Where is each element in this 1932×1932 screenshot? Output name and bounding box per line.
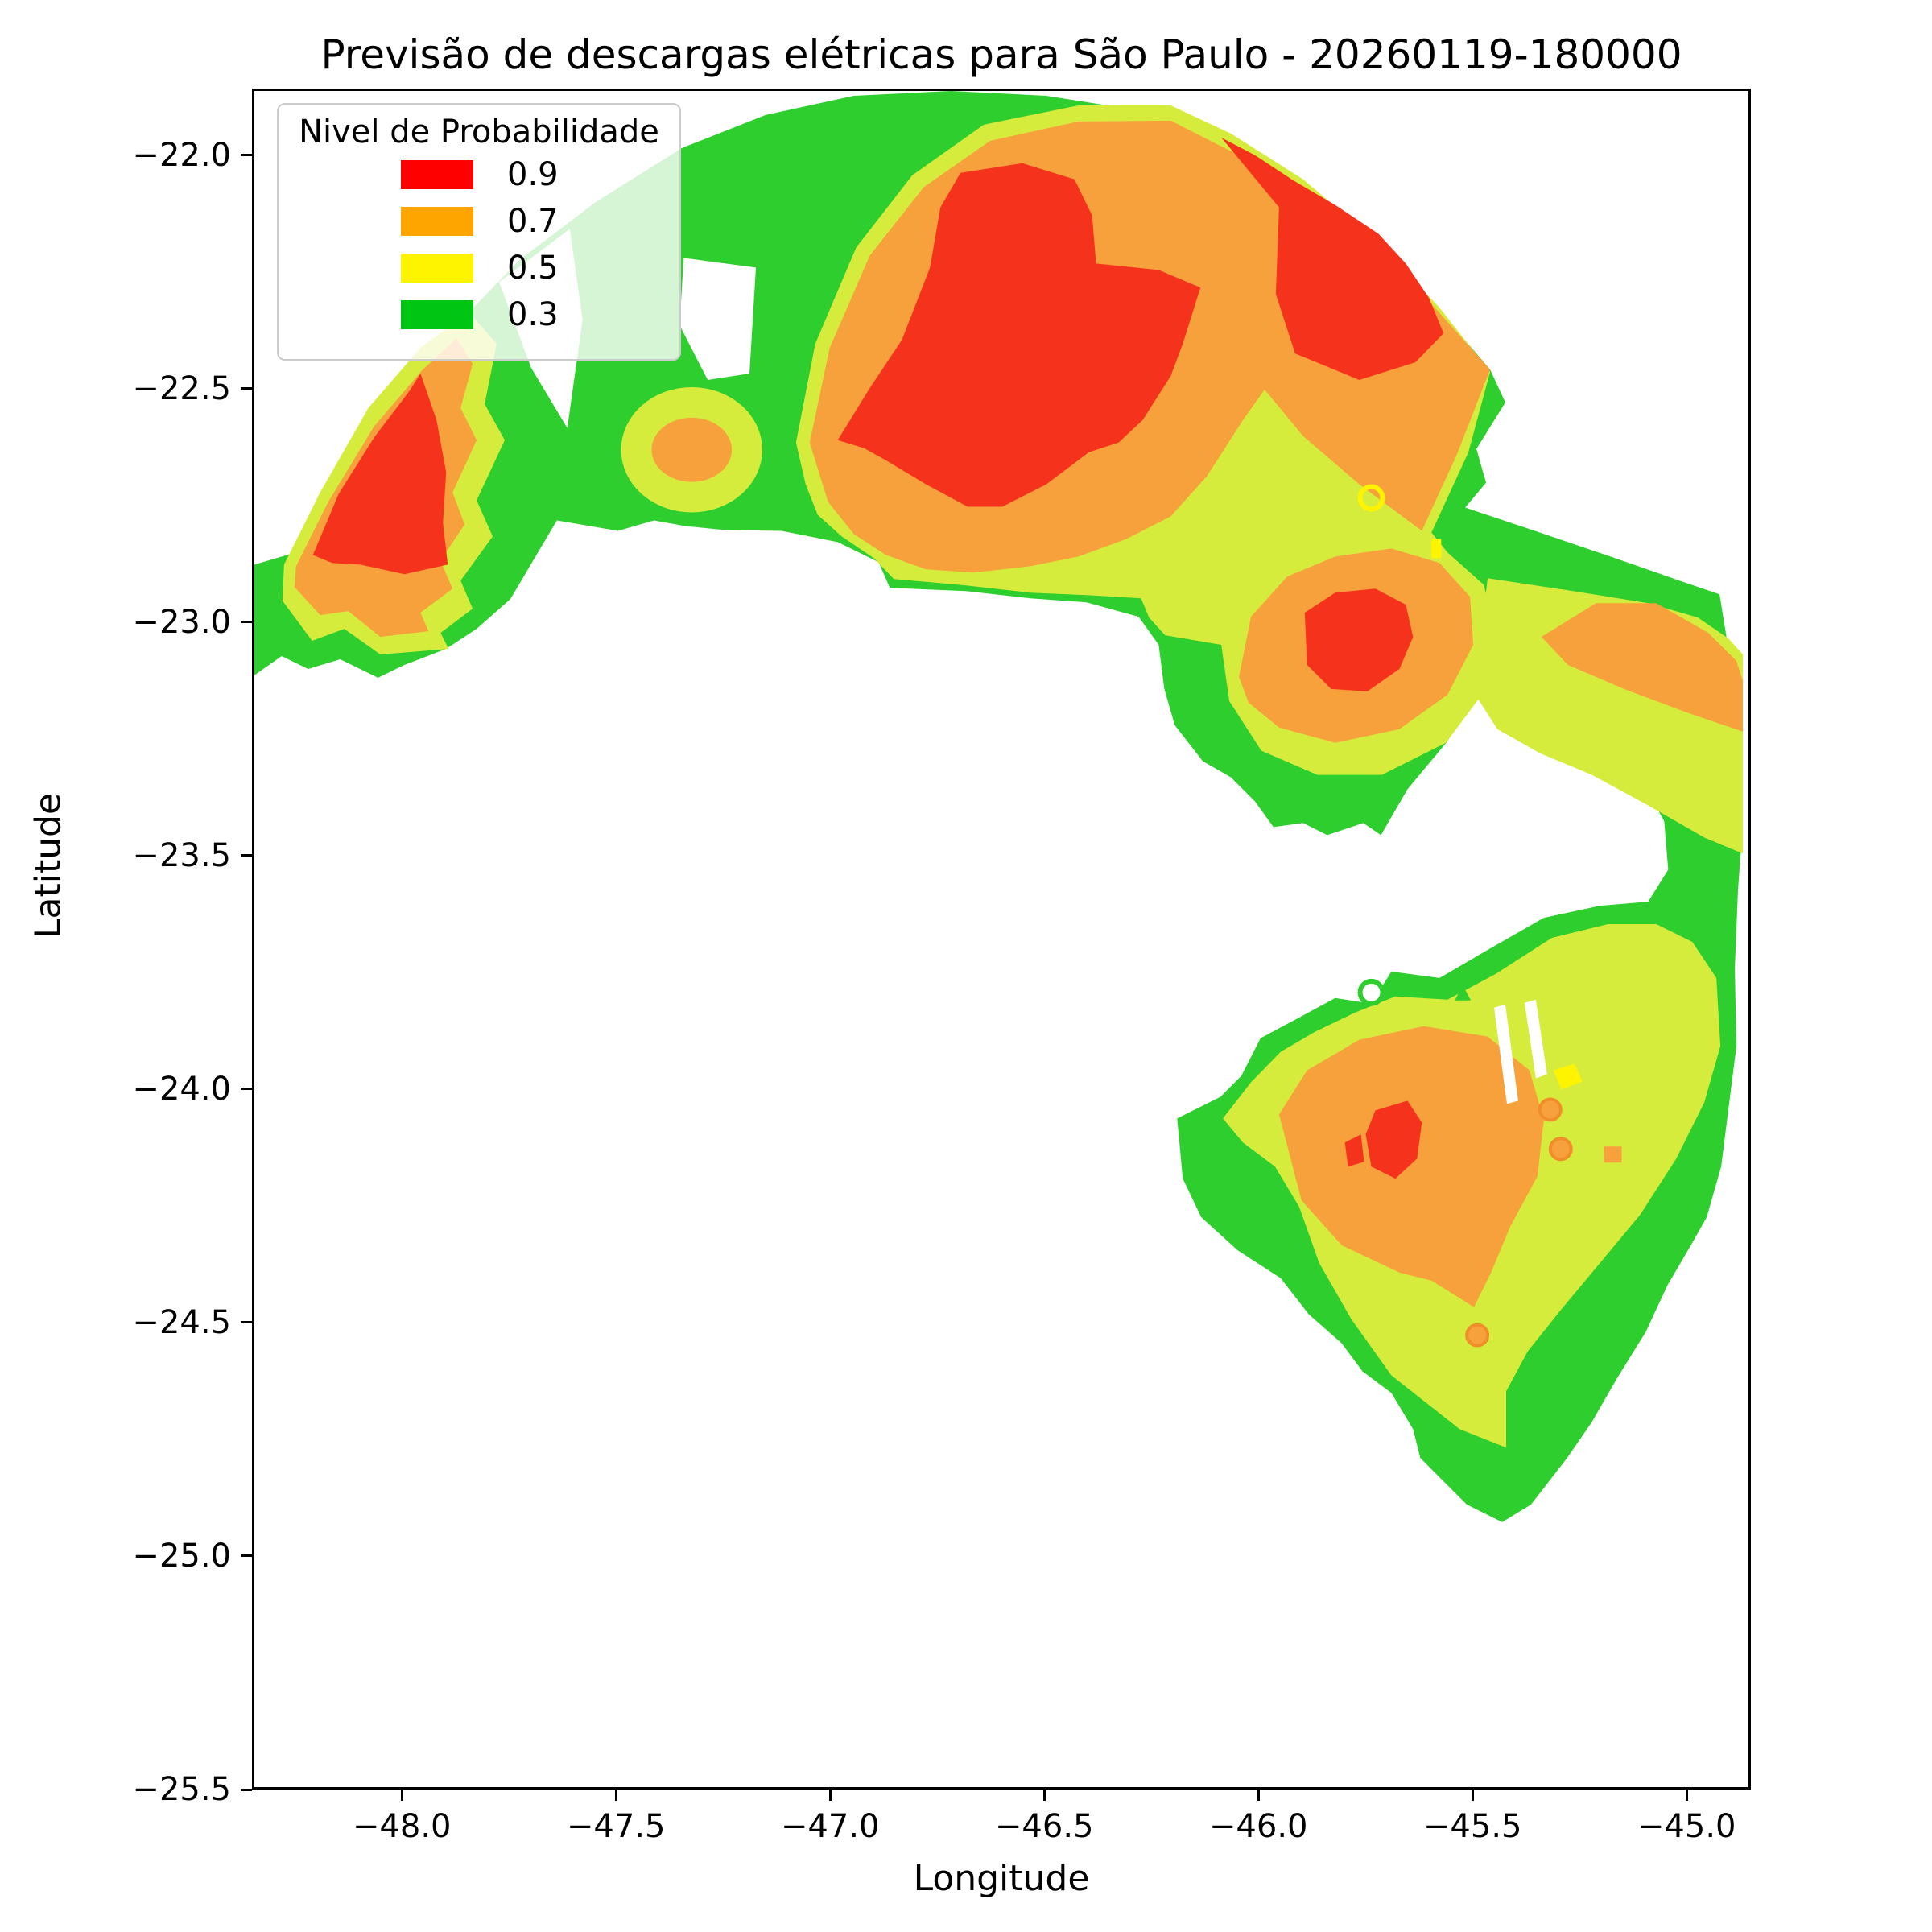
legend-entry-0.5: 0.5: [279, 245, 679, 291]
y-tick-label: −25.0: [132, 1537, 231, 1575]
y-tick-label: −22.0: [132, 136, 231, 174]
plot-area: [252, 89, 1751, 1790]
x-tick-mark: [614, 1790, 617, 1801]
x-tick-mark: [1042, 1790, 1046, 1801]
page-title: Previsão de descargas elétricas para São…: [320, 31, 1682, 78]
x-tick-label: −48.0: [352, 1808, 452, 1845]
legend: Nivel de Probabilidade 0.9 0.7 0.5 0.3: [277, 103, 681, 361]
legend-entry-label: 0.5: [507, 250, 559, 287]
contour-region-red-nw: [312, 374, 448, 575]
x-tick-label: −46.5: [994, 1808, 1094, 1845]
x-tick-mark: [1471, 1790, 1474, 1801]
x-tick-label: −46.0: [1208, 1808, 1308, 1845]
legend-entry-label: 0.3: [507, 296, 559, 333]
legend-entry-label: 0.9: [507, 156, 559, 193]
legend-rows: 0.9 0.7 0.5 0.3: [279, 151, 679, 338]
y-tick-label: −23.5: [132, 836, 231, 874]
legend-entry-0.3: 0.3: [279, 291, 679, 338]
contour-region-red-mideast: [1304, 588, 1414, 691]
x-tick-mark: [828, 1790, 832, 1801]
yellow-chevron-marker: [1553, 1063, 1583, 1090]
yellow-dash-marker: [1431, 539, 1442, 559]
y-tick-mark: [241, 1788, 252, 1791]
probability-contour-map: [254, 91, 1744, 1522]
contour-region-orange-south: [1278, 1026, 1544, 1307]
y-tick-mark: [241, 1088, 252, 1091]
y-tick-mark: [241, 854, 252, 857]
orange-dot-marker-3: [1465, 1323, 1490, 1348]
legend-entry-0.7: 0.7: [279, 198, 679, 245]
x-axis-label: Longitude: [913, 1858, 1090, 1899]
y-tick-mark: [241, 1554, 252, 1558]
legend-title: Nivel de Probabilidade: [299, 114, 659, 151]
contour-region-red-south: [1365, 1100, 1422, 1179]
orange-dot-marker-1: [1538, 1097, 1563, 1122]
contour-region-red-south-small: [1344, 1134, 1364, 1167]
yellow-ring-marker: [1357, 484, 1385, 512]
y-tick-mark: [241, 387, 252, 390]
white-sliver-1: [1494, 1004, 1518, 1104]
y-tick-label: −22.5: [132, 369, 231, 407]
y-tick-mark: [241, 154, 252, 157]
legend-entry-0.9: 0.9: [279, 151, 679, 198]
orange-dot-marker-2: [1548, 1137, 1573, 1162]
contour-region-orange-eastband: [1541, 603, 1744, 732]
x-tick-mark: [1685, 1790, 1688, 1801]
white-notch-center: [679, 258, 756, 380]
legend-swatch-icon: [401, 300, 473, 329]
x-tick-label: −47.0: [780, 1808, 880, 1845]
y-tick-mark: [241, 621, 252, 624]
orange-square-marker: [1604, 1146, 1622, 1163]
contour-region-red-central: [837, 163, 1201, 507]
legend-swatch-icon: [401, 207, 473, 236]
x-tick-mark: [400, 1790, 403, 1801]
x-tick-label: −45.0: [1637, 1808, 1736, 1845]
y-tick-label: −23.0: [132, 603, 231, 641]
green-ring-marker: [1357, 978, 1385, 1006]
x-tick-mark: [1257, 1790, 1260, 1801]
legend-swatch-icon: [401, 160, 473, 189]
x-tick-label: −47.5: [566, 1808, 666, 1845]
contour-region-orange-cell: [651, 417, 733, 482]
y-tick-label: −24.5: [132, 1303, 231, 1341]
y-tick-label: −24.0: [132, 1070, 231, 1108]
x-tick-label: −45.5: [1422, 1808, 1522, 1845]
green-triangle-marker: [1455, 985, 1472, 1001]
legend-entry-label: 0.7: [507, 203, 559, 240]
legend-swatch-icon: [401, 254, 473, 283]
contour-region-red-northeast: [1221, 137, 1444, 380]
y-axis-label: Latitude: [27, 792, 69, 939]
y-tick-label: −25.5: [132, 1771, 231, 1808]
white-sliver-2: [1524, 999, 1547, 1079]
y-tick-mark: [241, 1321, 252, 1324]
